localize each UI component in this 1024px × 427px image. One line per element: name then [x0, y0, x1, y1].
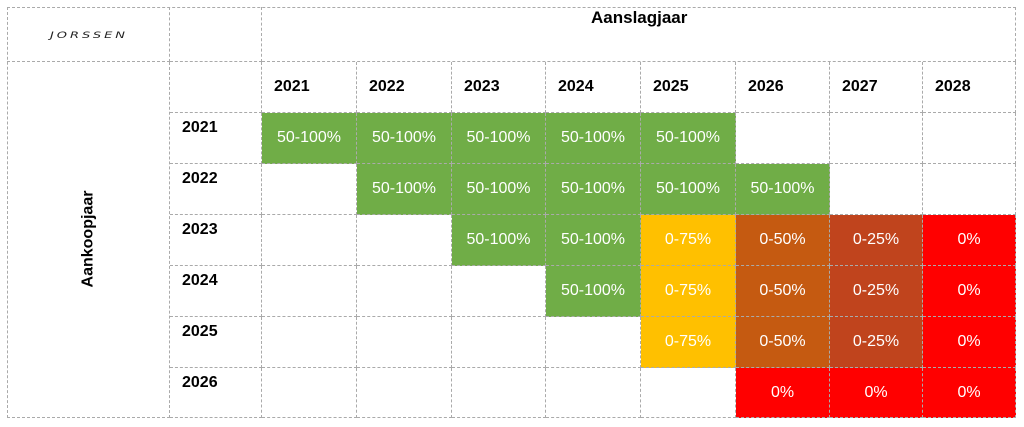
value-cell: 0% [923, 266, 1016, 317]
value-cell: 0-75% [641, 215, 736, 266]
corner-cell [170, 7, 262, 62]
value-cell [357, 317, 452, 368]
row-header: 2022 [170, 164, 262, 215]
value-cell: 50-100% [641, 113, 736, 164]
value-cell: 50-100% [546, 266, 641, 317]
column-header: 2027 [830, 62, 923, 113]
value-cell: 0% [923, 368, 1016, 418]
column-header: 2026 [736, 62, 830, 113]
column-header: 2021 [262, 62, 357, 113]
value-cell [641, 368, 736, 418]
value-cell: 0% [830, 368, 923, 418]
value-cell: 0-75% [641, 317, 736, 368]
value-cell: 50-100% [546, 164, 641, 215]
logo-cell [7, 7, 170, 62]
value-cell [262, 215, 357, 266]
row-header-corner [170, 62, 262, 113]
value-cell: 0-50% [736, 317, 830, 368]
value-cell: 50-100% [546, 113, 641, 164]
column-header: 2022 [357, 62, 452, 113]
value-cell [452, 266, 546, 317]
column-header: 2024 [546, 62, 641, 113]
header-title: Aanslagjaar [591, 8, 688, 27]
row-header: 2024 [170, 266, 262, 317]
row-header: 2026 [170, 368, 262, 418]
value-cell [262, 317, 357, 368]
value-cell: 50-100% [262, 113, 357, 164]
value-cell: 0-25% [830, 215, 923, 266]
column-header: 2025 [641, 62, 736, 113]
value-cell: 50-100% [357, 113, 452, 164]
value-cell: 0-50% [736, 266, 830, 317]
value-cell: 0-50% [736, 215, 830, 266]
value-cell [452, 317, 546, 368]
value-cell: 50-100% [452, 113, 546, 164]
title-cell [262, 7, 1016, 62]
value-cell [830, 113, 923, 164]
column-header: 2028 [923, 62, 1016, 113]
value-cell [357, 368, 452, 418]
value-cell [262, 164, 357, 215]
value-cell: 50-100% [641, 164, 736, 215]
value-cell: 0-25% [830, 317, 923, 368]
row-header: 2021 [170, 113, 262, 164]
column-header: 2023 [452, 62, 546, 113]
value-cell [262, 368, 357, 418]
value-cell: 50-100% [452, 164, 546, 215]
value-cell [357, 215, 452, 266]
value-cell [452, 368, 546, 418]
side-label-cell [7, 62, 170, 418]
value-cell: 50-100% [546, 215, 641, 266]
value-cell: 0% [736, 368, 830, 418]
value-cell: 50-100% [357, 164, 452, 215]
side-label: Aankoopjaar [79, 190, 97, 288]
value-cell: 0-25% [830, 266, 923, 317]
value-cell: 0-75% [641, 266, 736, 317]
value-cell: 0% [923, 215, 1016, 266]
value-cell [736, 113, 830, 164]
value-cell [262, 266, 357, 317]
row-header: 2023 [170, 215, 262, 266]
value-cell [830, 164, 923, 215]
value-cell [357, 266, 452, 317]
value-cell: 0% [923, 317, 1016, 368]
value-cell [546, 317, 641, 368]
value-cell [923, 164, 1016, 215]
jorssen-logo: JORSSEN [8, 8, 170, 62]
value-cell [546, 368, 641, 418]
value-cell [923, 113, 1016, 164]
row-header: 2025 [170, 317, 262, 368]
value-cell: 50-100% [736, 164, 830, 215]
logo-text: JORSSEN [49, 29, 129, 41]
value-cell: 50-100% [452, 215, 546, 266]
